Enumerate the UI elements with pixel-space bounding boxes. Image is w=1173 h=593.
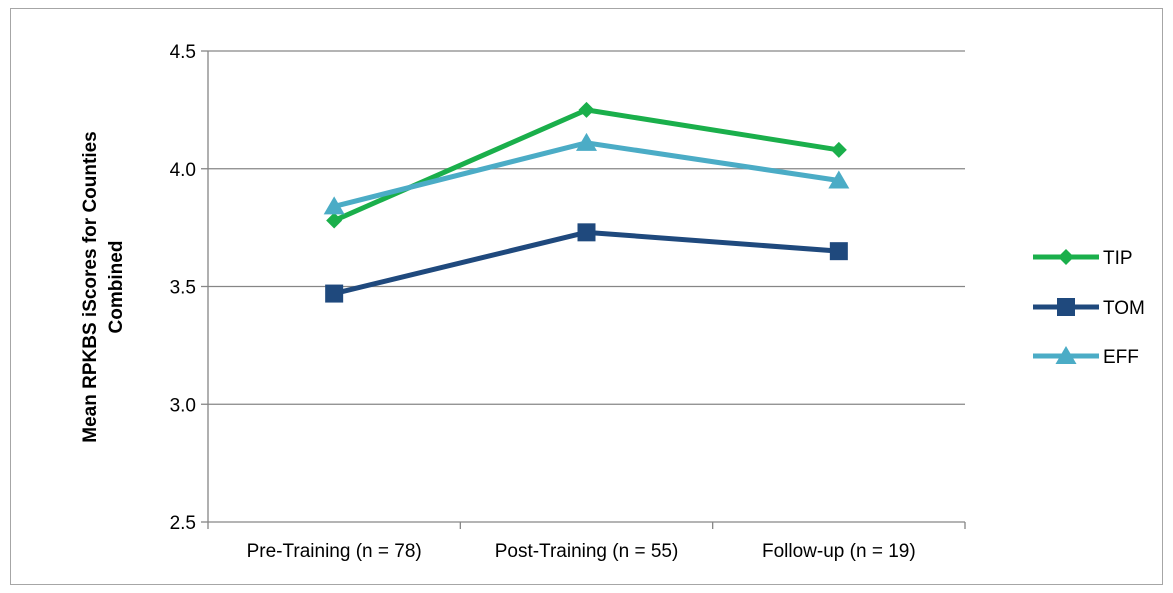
legend: TIP TOM EFF: [1033, 248, 1145, 368]
legend-marker-tom: [1057, 298, 1075, 316]
y-tick-labels: 2.5 3.0 3.5 4.0 4.5: [170, 42, 196, 534]
legend-marker-tip: [1058, 249, 1074, 265]
y-tick-label: 2.5: [170, 513, 196, 534]
series-line-tip: [331, 107, 842, 224]
data-point-eff: [323, 196, 345, 215]
y-tick-label: 4.5: [170, 42, 196, 63]
data-point-tip: [830, 141, 847, 158]
y-tick-label: 4.0: [170, 160, 196, 181]
y-tick-label: 3.5: [170, 278, 196, 299]
y-axis-title: Mean RPKBS iScores for Counties Combined: [80, 131, 127, 442]
series-markers: [323, 101, 850, 303]
x-tick-label: Pre-Training (n = 78): [247, 541, 422, 562]
y-axis-title-line: Combined: [106, 241, 127, 334]
series-line-eff: [331, 140, 842, 209]
legend-marker-eff: [1055, 346, 1077, 364]
axes: [201, 50, 966, 529]
data-point-eff: [576, 132, 597, 151]
data-point-tom: [829, 242, 848, 261]
x-tick-label: Follow-up (n = 19): [762, 541, 916, 562]
x-tick-label: Post-Training (n = 55): [495, 541, 679, 562]
legend-label-tom: TOM: [1103, 298, 1145, 319]
data-point-tom: [577, 223, 596, 242]
y-axis-title-line: Mean RPKBS iScores for Counties: [80, 131, 101, 442]
y-tick-label: 3.0: [170, 395, 196, 416]
legend-label-eff: EFF: [1103, 347, 1139, 368]
x-tick-labels: Pre-Training (n = 78) Post-Training (n = …: [247, 541, 916, 562]
data-point-tip: [326, 212, 343, 229]
legend-label-tip: TIP: [1103, 248, 1133, 269]
series-line-tom: [331, 229, 842, 297]
data-point-eff: [828, 170, 850, 189]
data-point-tip: [578, 101, 595, 118]
data-point-tom: [325, 284, 344, 303]
